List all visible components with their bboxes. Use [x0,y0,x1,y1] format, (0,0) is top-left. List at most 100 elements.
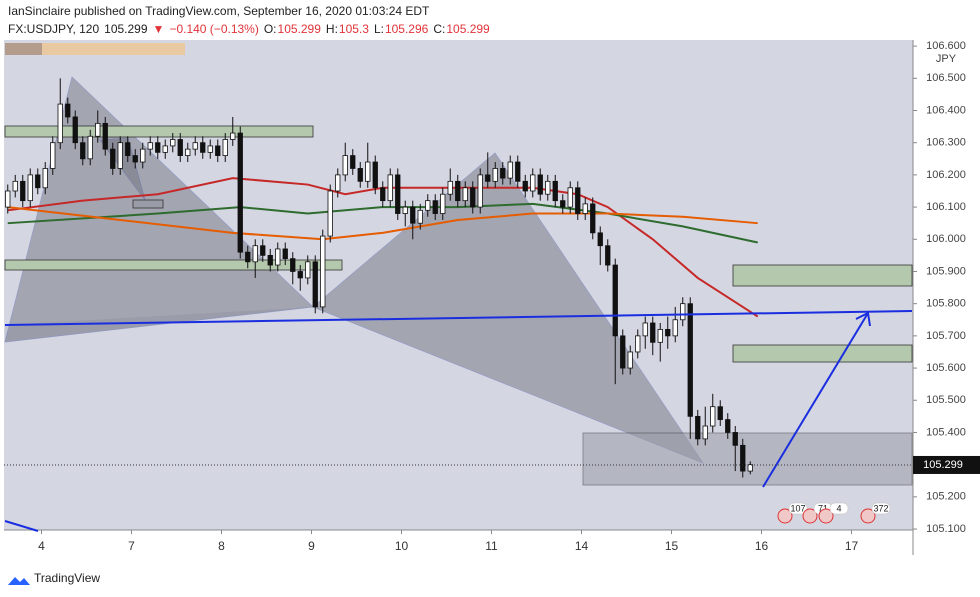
candle-body [267,254,273,266]
candle-body [417,209,423,224]
trend-line [4,520,39,532]
candle-body [12,180,18,192]
candle-body [627,351,633,369]
y-tick-label: 106.400 [926,104,966,116]
ohlc-label: H: [326,22,338,36]
candle-body [635,335,641,353]
candle-body [185,148,191,156]
candle-body [395,174,401,214]
candle-body [162,145,168,153]
candle-body [672,319,678,337]
ohlc-label: O: [264,22,277,36]
candle-body [282,248,288,260]
candle-body [605,245,611,266]
ohlc-label: L: [374,22,384,36]
x-tick-label: 4 [38,539,45,553]
axis-unit: JPY [936,53,957,65]
x-tick-label: 11 [485,539,498,553]
candle-body [447,180,453,195]
x-tick-label: 16 [755,539,769,553]
ohlc-value: 105.299 [278,22,322,36]
brand: TradingView [34,571,100,585]
candle-body [530,174,536,192]
ohlc-label: C: [433,22,445,36]
last-price-label: 105.299 [923,459,963,471]
candle-body [342,155,348,176]
candle-body [702,425,708,440]
candle-body [372,161,378,189]
candle-body [567,187,573,208]
candle-body [65,103,71,118]
candle-body [545,180,551,195]
candle-body [357,168,363,182]
candle-body [747,464,753,472]
candle-body [275,248,281,266]
candle-body [575,187,581,214]
x-tick-label: 14 [575,539,589,553]
candle-body [687,303,693,417]
candle-body [680,303,686,321]
badge-icon [777,508,793,524]
ohlc-value: 105.299 [446,22,490,36]
candle-body [147,142,153,150]
y-tick-label: 105.800 [926,298,966,310]
candle-body [200,142,206,153]
y-tick-label: 105.200 [926,491,966,503]
candle-body [365,161,371,182]
change-arrow: ▼ [153,22,165,36]
y-tick-label: 106.300 [926,137,966,149]
candle-body [440,193,446,214]
zone-box [732,344,913,363]
ohlc-value: 105.3 [339,22,369,36]
pattern-leg [5,307,313,342]
candle-body [500,168,506,179]
candle-body [320,235,326,308]
badge-count: 107 [790,503,805,513]
candle-body [125,142,131,156]
candle-body [485,174,491,182]
candle-body [237,132,243,253]
trend-lines [4,310,913,532]
candle-body [207,145,213,153]
candle-body [140,148,146,163]
candle-body [95,122,101,137]
candle-body [80,142,86,160]
badge-icon [818,508,834,524]
symbol-line: FX:USDJPY, 120 105.299 ▼ −0.140 (−0.13%) O: 1… [8,22,490,36]
candle-body [425,200,431,211]
projection-arrow [762,312,869,488]
badge-box [871,502,891,515]
candle-body [215,145,221,156]
zone-box [4,125,314,138]
candle-body [252,245,258,263]
badge-icon [802,508,818,524]
candle-body [552,180,558,202]
candle-body [432,200,438,214]
y-tick-label: 105.900 [926,265,966,277]
y-tick-label: 106.500 [926,72,966,84]
candle-body [20,180,26,202]
last-price: 105.299 [104,22,148,36]
badge-count: 71 [818,503,828,513]
candle-body [725,419,731,433]
candle-body [245,251,251,263]
y-tick-label: 106.100 [926,201,966,213]
candle-body [117,142,123,169]
range-bar [5,43,42,55]
candle-body [740,444,746,472]
candles [5,78,753,478]
candle-body [177,139,183,156]
badge-box [788,502,808,515]
candle-body [110,148,116,169]
candle-body [732,432,738,446]
arrow-head [855,311,871,327]
y-tick-label: 106.600 [926,40,966,52]
y-tick-label: 106.000 [926,233,966,245]
ohlc-value: 105.296 [385,22,429,36]
candle-body [410,206,416,224]
candle-body [380,187,386,202]
symbol: FX:USDJPY, 120 [8,22,99,36]
candle-body [42,168,48,189]
candle-body [717,406,723,420]
